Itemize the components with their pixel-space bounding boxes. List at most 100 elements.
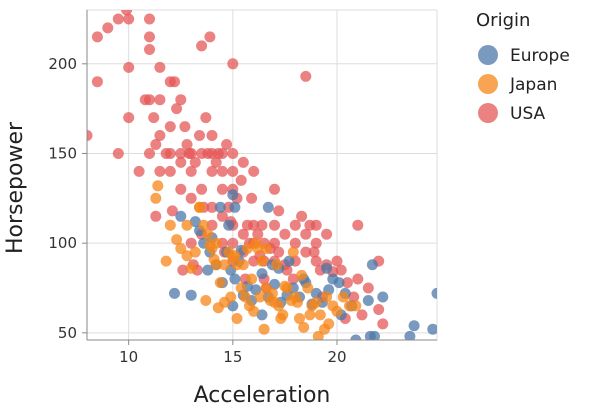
point-usa (335, 264, 347, 276)
point-japan (314, 309, 326, 321)
point-usa (185, 148, 197, 159)
point-usa (164, 165, 176, 177)
point-usa (144, 148, 155, 159)
point-usa (112, 13, 124, 25)
point-usa (216, 165, 228, 177)
point-japan (266, 287, 278, 299)
point-usa (273, 246, 285, 258)
point-usa (181, 139, 193, 150)
point-usa (206, 130, 218, 141)
point-japan (291, 296, 303, 308)
point-europe (321, 262, 333, 274)
point-japan (323, 318, 335, 330)
point-europe (350, 334, 362, 340)
point-usa (341, 277, 353, 289)
y-axis-title: Horsepower (3, 121, 28, 254)
point-japan (246, 273, 258, 285)
point-usa (175, 183, 187, 195)
point-japan (152, 180, 164, 192)
point-usa (279, 228, 291, 240)
point-europe (366, 259, 378, 271)
point-usa (206, 219, 218, 231)
point-usa (144, 94, 155, 106)
point-japan (258, 323, 270, 335)
point-usa (352, 219, 364, 231)
point-usa (123, 61, 135, 73)
point-europe (408, 320, 420, 332)
point-usa (91, 76, 103, 88)
point-usa (246, 192, 258, 204)
point-usa (296, 210, 308, 222)
point-usa (289, 219, 301, 231)
point-japan (239, 291, 251, 303)
point-japan (298, 321, 310, 333)
point-europe (223, 219, 235, 231)
point-usa (169, 76, 180, 88)
point-usa (248, 165, 260, 177)
point-japan (271, 259, 283, 271)
point-usa (194, 130, 205, 141)
legend-title: Origin (476, 10, 530, 31)
point-usa (179, 121, 191, 133)
point-usa (144, 31, 155, 43)
x-tick-label: 15 (223, 348, 242, 366)
point-usa (185, 237, 197, 249)
point-europe (227, 189, 239, 201)
point-europe (427, 323, 437, 335)
point-usa (300, 228, 312, 240)
point-japan (321, 291, 333, 303)
point-usa (185, 165, 197, 177)
point-europe (229, 273, 241, 285)
point-usa (150, 139, 162, 150)
point-japan (229, 250, 241, 262)
point-europe (431, 287, 437, 299)
point-japan (296, 269, 308, 281)
point-japan (181, 250, 193, 262)
point-usa (321, 228, 333, 240)
point-usa (144, 44, 155, 55)
point-japan (171, 234, 183, 246)
point-usa (273, 205, 285, 217)
point-europe (169, 287, 180, 299)
point-japan (331, 305, 343, 317)
point-japan (219, 259, 230, 271)
point-usa (189, 156, 201, 168)
point-usa (348, 291, 360, 303)
point-europe (175, 210, 187, 222)
point-usa (227, 148, 239, 159)
point-usa (310, 255, 322, 267)
point-europe (189, 216, 201, 228)
point-europe (202, 264, 214, 276)
x-axis-title: Acceleration (194, 383, 331, 408)
point-japan (194, 201, 205, 213)
point-usa (377, 318, 389, 330)
point-europe (327, 273, 339, 285)
point-usa (287, 273, 299, 285)
legend-swatch-europe (478, 45, 498, 65)
point-europe (377, 291, 389, 303)
point-europe (256, 309, 268, 321)
point-europe (256, 268, 268, 280)
point-japan (181, 219, 193, 231)
legend-swatch-usa (478, 103, 498, 123)
point-europe (269, 278, 280, 290)
point-europe (185, 289, 197, 301)
point-japan (202, 228, 214, 240)
point-usa (154, 61, 166, 73)
y-tick-label: 150 (48, 144, 77, 162)
point-usa (216, 183, 228, 195)
point-usa (227, 165, 239, 177)
point-japan (310, 296, 322, 308)
point-usa (175, 156, 187, 168)
point-japan (273, 300, 285, 312)
point-usa (204, 31, 216, 43)
point-usa (154, 130, 166, 141)
point-japan (200, 295, 212, 306)
point-usa (166, 205, 178, 217)
point-usa (196, 40, 208, 52)
point-usa (269, 237, 280, 249)
legend-label-usa: USA (510, 104, 546, 124)
point-japan (241, 243, 253, 254)
point-usa (310, 219, 322, 231)
point-usa (121, 10, 133, 16)
